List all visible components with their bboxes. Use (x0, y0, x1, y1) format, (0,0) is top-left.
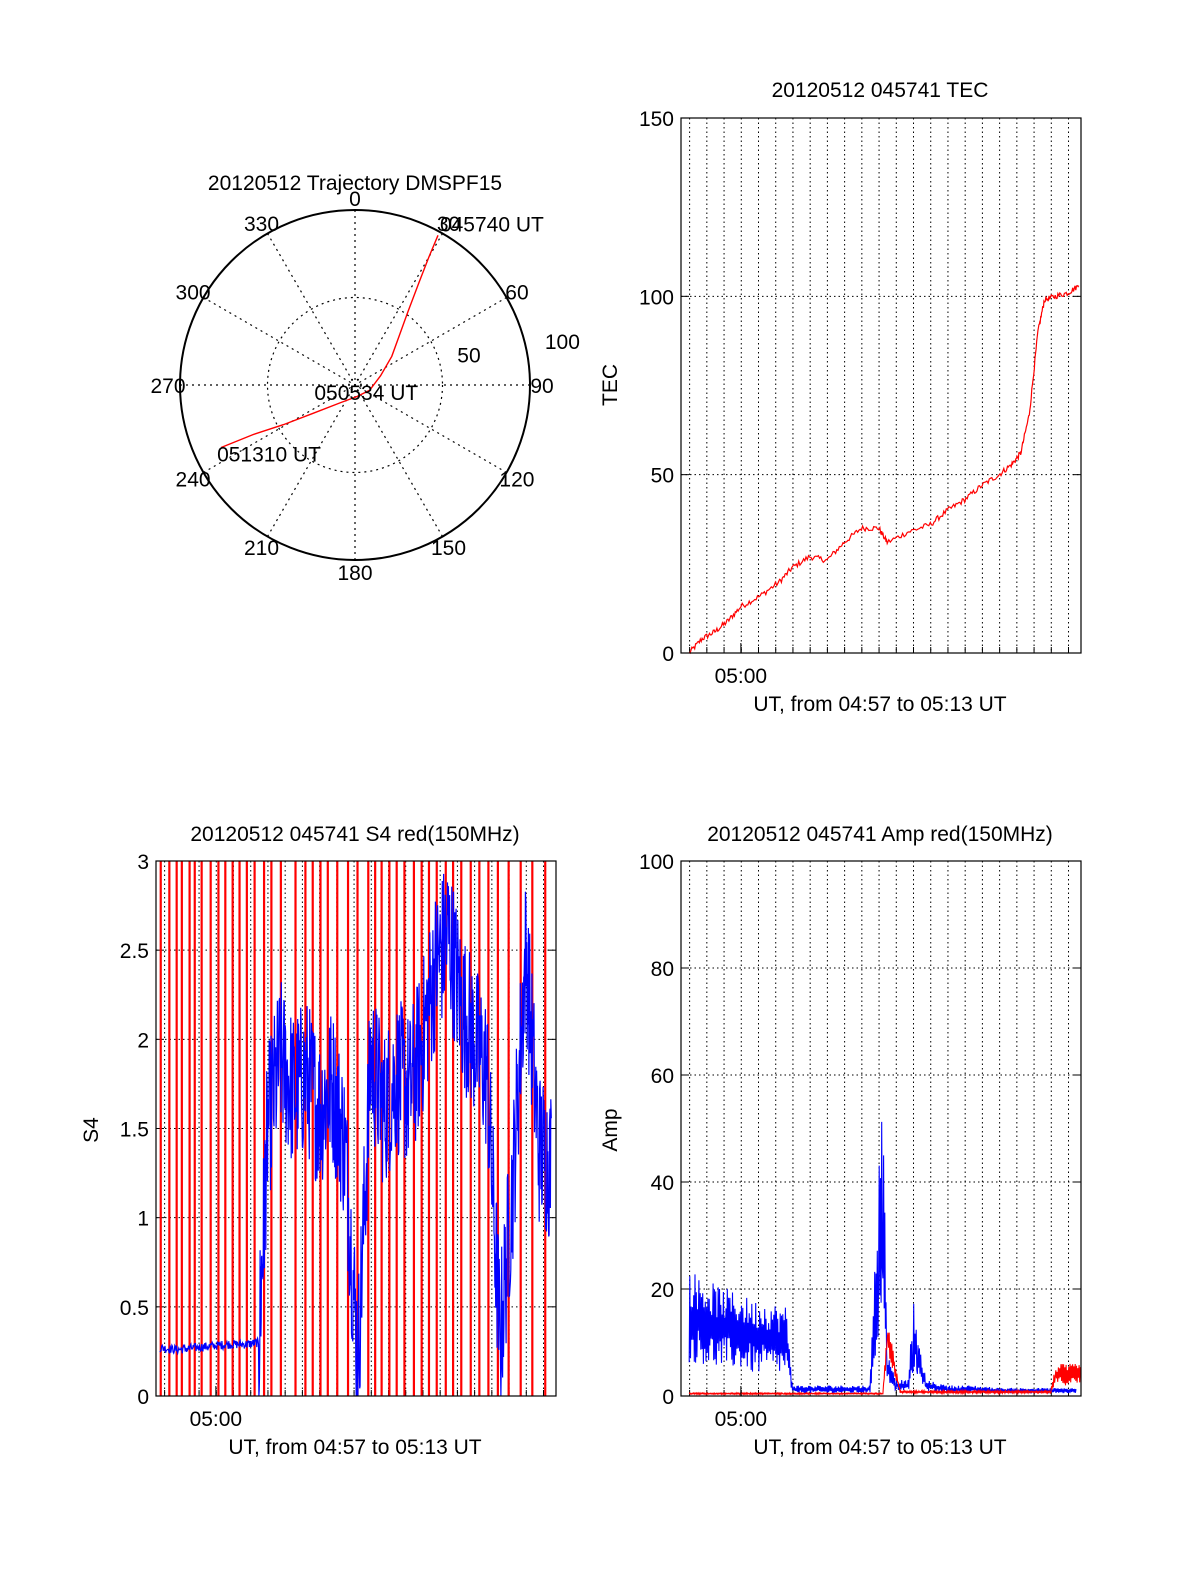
amp-chart-title: 20120512 045741 Amp red(150MHz) (707, 823, 1053, 846)
s4-ylabel: S4 (80, 1117, 103, 1143)
tec-chart-title: 20120512 045741 TEC (772, 79, 989, 102)
y-tick-label: 0 (662, 1386, 674, 1409)
polar-trajectory-series (220, 235, 439, 449)
polar-radial-label: 50 (457, 344, 480, 367)
x-tick-label: 05:00 (715, 665, 768, 688)
tec-xlabel: UT, from 04:57 to 05:13 UT (753, 693, 1006, 716)
y-tick-label: 1 (137, 1208, 149, 1231)
polar-angle-label: 60 (505, 282, 528, 305)
s4-chart-title: 20120512 045741 S4 red(150MHz) (190, 823, 519, 846)
s4-xlabel: UT, from 04:57 to 05:13 UT (228, 1436, 481, 1459)
polar-chart-title: 20120512 Trajectory DMSPF15 (208, 172, 502, 195)
s4-blue-line (159, 873, 552, 1397)
amp-series-band (688, 1121, 1077, 1394)
s4-chart: 20120512 045741 S4 red(150MHz) S4 UT, fr… (80, 823, 557, 1459)
y-tick-label: 2 (137, 1029, 149, 1052)
y-tick-label: 80 (651, 958, 674, 981)
amp-series-band (688, 1332, 1081, 1396)
polar-spoke (266, 233, 444, 537)
y-tick-label: 2.5 (120, 940, 149, 963)
amp-ylabel: Amp (599, 1108, 622, 1151)
plot-frame (680, 860, 1082, 1397)
y-tick-label: 40 (651, 1172, 674, 1195)
plot-frame (680, 117, 1082, 654)
polar-time-annotation: 045740 UT (440, 213, 544, 236)
polar-angle-label: 120 (499, 469, 534, 492)
x-tick-label: 05:00 (190, 1408, 243, 1431)
polar-time-annotation: 050534 UT (314, 382, 418, 405)
tec-chart: 20120512 045741 TEC TEC UT, from 04:57 t… (599, 79, 1082, 716)
y-tick-label: 50 (651, 465, 674, 488)
y-tick-label: 100 (639, 851, 674, 874)
amp-xlabel: UT, from 04:57 to 05:13 UT (753, 1436, 1006, 1459)
x-tick-label: 05:00 (715, 1408, 768, 1431)
y-tick-label: 60 (651, 1065, 674, 1088)
polar-angle-label: 0 (349, 188, 361, 211)
polar-angle-labels: 0 30 60 90 120 150 180 210 240 270 300 330 (150, 188, 553, 585)
polar-angle-label: 150 (431, 537, 466, 560)
polar-angle-label: 180 (337, 562, 372, 585)
polar-time-annotations: 045740 UT 050534 UT 051310 UT (217, 213, 544, 466)
polar-angle-label: 30 (437, 213, 460, 236)
y-tick-label: 0 (662, 643, 674, 666)
polar-radial-label: 100 (545, 331, 580, 354)
y-tick-label: 1.5 (120, 1119, 149, 1142)
polar-angle-label: 90 (530, 375, 553, 398)
y-tick-label: 0 (137, 1386, 149, 1409)
y-tick-label: 3 (137, 851, 149, 874)
polar-time-annotation: 051310 UT (217, 443, 321, 466)
polar-angle-label: 330 (244, 213, 279, 236)
polar-angle-label: 300 (176, 282, 211, 305)
amp-chart: 20120512 045741 Amp red(150MHz) Amp UT, … (599, 823, 1082, 1459)
tec-series-line (688, 284, 1080, 655)
tec-ylabel: TEC (599, 364, 622, 406)
polar-angle-label: 270 (150, 375, 185, 398)
polar-trajectory-line (220, 235, 439, 449)
polar-angle-label: 240 (176, 469, 211, 492)
polar-grid-circle (266, 296, 444, 474)
polar-angle-label: 210 (244, 537, 279, 560)
y-tick-label: 100 (639, 286, 674, 309)
y-tick-label: 150 (639, 108, 674, 131)
plot-frame (155, 860, 557, 1397)
polar-radial-labels: 50 100 (457, 331, 580, 368)
y-tick-label: 0.5 (120, 1297, 149, 1320)
polar-trajectory-chart: 20120512 Trajectory DMSPF15 0 30 60 90 120 15… (150, 172, 579, 585)
y-tick-label: 20 (651, 1279, 674, 1302)
polar-grid (179, 209, 531, 561)
